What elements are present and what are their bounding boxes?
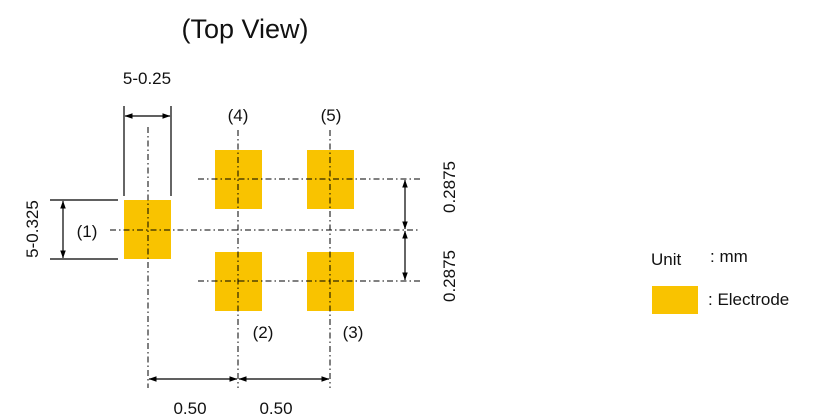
electrode-legend-label: : Electrode — [708, 290, 789, 309]
pitch-y-lower-label: 0.2875 — [440, 250, 459, 302]
electrode-legend-swatch — [652, 286, 698, 314]
pin-labels: (1) (4) (5) (2) (3) — [77, 106, 364, 342]
pin-label-2: (2) — [253, 323, 274, 342]
pitch-x-left-label: 0.50 — [173, 399, 206, 418]
pin-label-5: (5) — [321, 106, 342, 125]
diagram-title: (Top View) — [181, 14, 308, 44]
pin-label-3: (3) — [343, 323, 364, 342]
pin-label-4: (4) — [228, 106, 249, 125]
horizontal-pitch-dimension: 0.50 0.50 — [148, 376, 330, 418]
vertical-pitch-dimension: 0.2875 0.2875 — [402, 161, 459, 302]
pitch-x-right-label: 0.50 — [259, 399, 292, 418]
center-lines — [110, 127, 420, 388]
pad-width-dimension: 5-0.25 — [123, 69, 172, 196]
electrode-pads — [124, 150, 354, 311]
pad-width-label: 5-0.25 — [123, 69, 171, 88]
pad-height-label: 5-0.325 — [23, 200, 42, 258]
legend: Unit : mm : Electrode — [651, 247, 789, 314]
unit-value: : mm — [710, 247, 748, 266]
pad-height-dimension: 5-0.325 — [23, 199, 118, 260]
pin-label-1: (1) — [77, 222, 98, 241]
unit-label: Unit — [651, 250, 682, 269]
pitch-y-upper-label: 0.2875 — [440, 161, 459, 213]
